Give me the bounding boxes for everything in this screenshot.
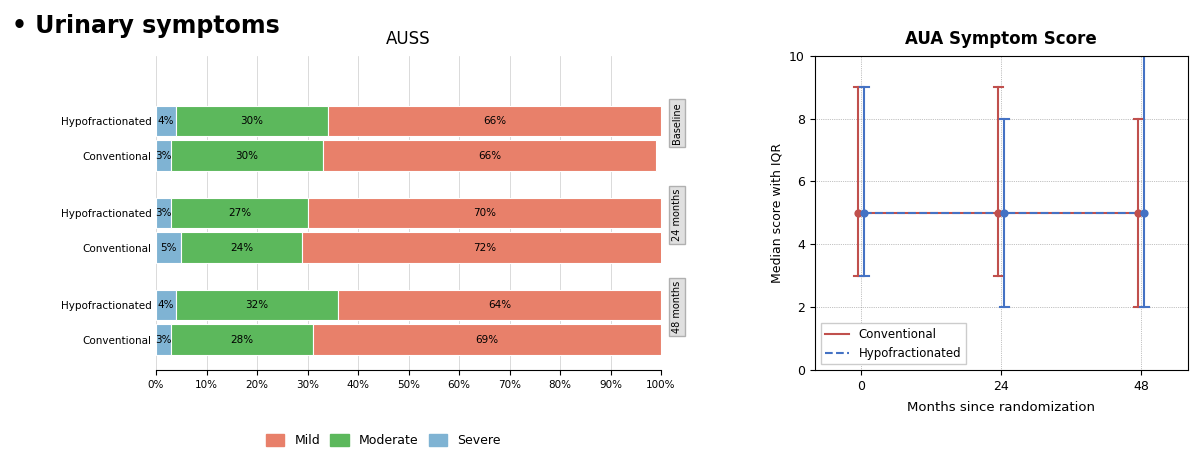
- Text: 5%: 5%: [161, 243, 176, 253]
- Point: [848, 209, 868, 217]
- Bar: [156, 325, 172, 355]
- Bar: [156, 106, 176, 136]
- Text: 24 months: 24 months: [672, 189, 682, 241]
- Text: Baseline: Baseline: [672, 102, 682, 144]
- Text: 70%: 70%: [473, 208, 496, 218]
- Bar: [156, 198, 172, 228]
- Text: 32%: 32%: [246, 300, 269, 310]
- Text: 64%: 64%: [488, 300, 511, 310]
- Y-axis label: Median score with IQR: Median score with IQR: [770, 143, 784, 283]
- Legend: Mild, Moderate, Severe: Mild, Moderate, Severe: [260, 429, 506, 452]
- Text: 3%: 3%: [155, 208, 172, 218]
- Bar: [323, 140, 656, 171]
- Bar: [172, 140, 323, 171]
- Bar: [328, 106, 661, 136]
- Text: 72%: 72%: [473, 243, 496, 253]
- Text: 3%: 3%: [155, 150, 172, 161]
- Text: 30%: 30%: [240, 116, 264, 126]
- Bar: [172, 325, 312, 355]
- Text: 66%: 66%: [478, 150, 500, 161]
- X-axis label: Months since randomization: Months since randomization: [907, 401, 1096, 414]
- Bar: [176, 290, 338, 320]
- Text: • Urinary symptoms: • Urinary symptoms: [12, 14, 280, 38]
- Text: 4%: 4%: [158, 300, 174, 310]
- Point: [995, 209, 1014, 217]
- Bar: [307, 198, 661, 228]
- Text: 24%: 24%: [230, 243, 253, 253]
- Text: 30%: 30%: [235, 150, 258, 161]
- Bar: [312, 325, 661, 355]
- Bar: [338, 290, 661, 320]
- Point: [854, 209, 874, 217]
- Bar: [176, 106, 328, 136]
- Title: AUA Symptom Score: AUA Symptom Score: [906, 31, 1097, 49]
- Bar: [302, 232, 666, 263]
- Bar: [156, 290, 176, 320]
- Bar: [156, 232, 181, 263]
- Text: 3%: 3%: [155, 335, 172, 345]
- Point: [989, 209, 1008, 217]
- Title: AUSS: AUSS: [386, 31, 431, 49]
- Text: 28%: 28%: [230, 335, 253, 345]
- Text: 27%: 27%: [228, 208, 251, 218]
- Text: 66%: 66%: [482, 116, 506, 126]
- Text: 69%: 69%: [475, 335, 498, 345]
- Point: [1129, 209, 1148, 217]
- Bar: [172, 198, 307, 228]
- Bar: [156, 140, 172, 171]
- Point: [1135, 209, 1154, 217]
- Legend: Conventional, Hypofractionated: Conventional, Hypofractionated: [821, 323, 966, 364]
- Text: 48 months: 48 months: [672, 281, 682, 333]
- Bar: [181, 232, 302, 263]
- Text: 4%: 4%: [158, 116, 174, 126]
